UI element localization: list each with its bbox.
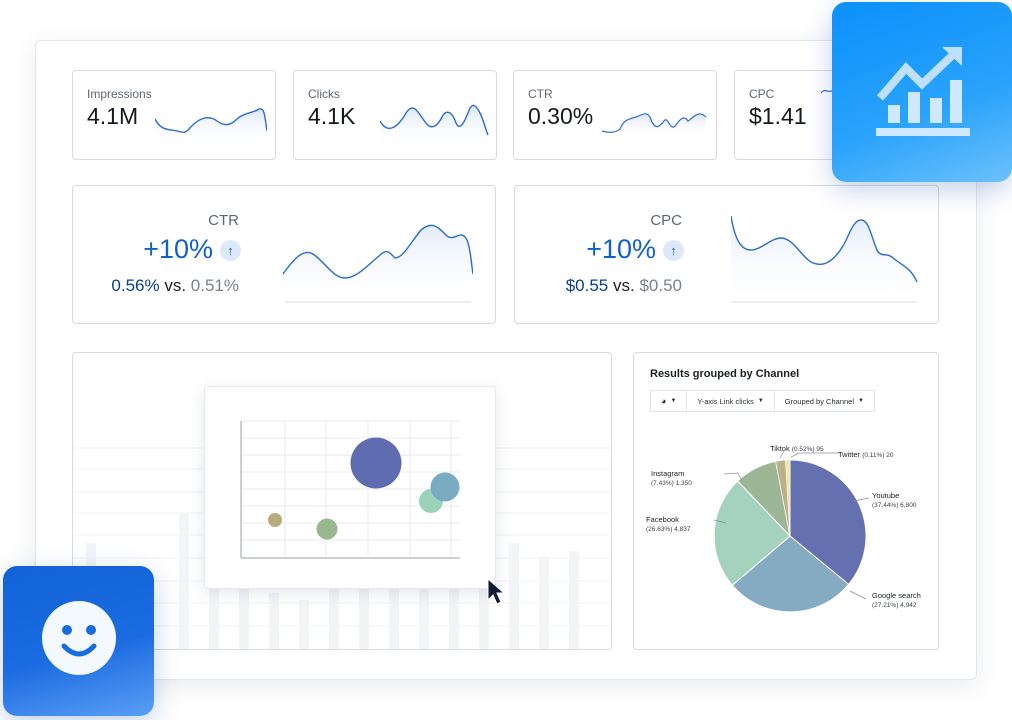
growth-chart-icon — [876, 47, 970, 136]
comparison-card-cpc[interactable]: CPC +10% ↑ $0.55 vs. $0.50 — [514, 185, 939, 324]
slice-name: Instagram — [651, 469, 685, 478]
kpi-label: CPC — [749, 87, 775, 101]
bubble-chart — [240, 420, 460, 559]
kpi-card-impressions[interactable]: Impressions 4.1M — [72, 70, 276, 160]
kpi-value: $1.41 — [749, 103, 807, 129]
change-percent: +10% — [586, 234, 656, 264]
kpi-label: CTR — [528, 87, 553, 101]
pie-label-facebook: Facebook (26.63%) 4,837 — [646, 515, 690, 535]
slice-detail: (27.21%) 4,942 — [872, 602, 917, 609]
metric-label: CTR — [208, 212, 239, 229]
slice-name: Youtube — [872, 491, 900, 500]
slice-name: Facebook — [646, 515, 679, 524]
group-by-label: Grouped by Channel — [784, 396, 854, 406]
pie-label-youtube: Youtube (37.44%) 6,800 — [872, 491, 916, 511]
sparkline — [602, 113, 707, 137]
previous-value: 0.51% — [190, 276, 239, 295]
slice-detail: (37.44%) 6,800 — [872, 502, 917, 509]
comparison-card-ctr[interactable]: CTR +10% ↑ 0.56% vs. 0.51% — [72, 185, 496, 324]
panel-title: Results grouped by Channel — [650, 368, 800, 380]
pie-chart-panel: Results grouped by Channel ◕ ▼ Y-axis Lin… — [633, 352, 939, 650]
kpi-value: 0.30% — [528, 103, 594, 129]
change-percent: +10% — [143, 234, 213, 264]
y-axis-dropdown[interactable]: Y-axis Link clicks ▼ — [687, 391, 775, 411]
kpi-card-clicks[interactable]: Clicks 4.1K — [293, 70, 497, 160]
kpi-label: Impressions — [87, 87, 152, 101]
pie-label-tiktok: Tiktok (0.52%) 95 — [770, 444, 824, 455]
pie-label-google-search: Google search (27.21%) 4,942 — [872, 591, 921, 611]
comparison-values: 0.56% vs. 0.51% — [111, 276, 239, 296]
comparison-values: $0.55 vs. $0.50 — [566, 276, 682, 296]
trend-line-chart — [283, 224, 473, 306]
pie-chart[interactable] — [634, 353, 940, 651]
growth-badge — [832, 2, 1012, 182]
slice-detail: (0.11%) 20 — [862, 452, 894, 459]
pie-chart-icon: ◕ — [661, 396, 667, 406]
current-value: 0.56% — [111, 276, 160, 295]
caret-down-icon: ▼ — [858, 398, 864, 404]
vs-label: vs. — [164, 276, 187, 295]
kpi-label: Clicks — [308, 87, 340, 101]
sparkline — [155, 108, 267, 145]
kpi-value: 4.1K — [308, 103, 356, 129]
caret-down-icon: ▼ — [670, 398, 677, 404]
caret-down-icon: ▼ — [757, 398, 764, 404]
mouse-cursor-icon — [487, 578, 506, 605]
slice-name: Twitter — [838, 450, 861, 459]
arrow-up-icon: ↑ — [663, 240, 684, 261]
slice-detail: (26.63%) 4,837 — [646, 526, 691, 533]
kpi-card-ctr[interactable]: CTR 0.30% — [513, 70, 717, 160]
slice-detail: (7.43%) 1,350 — [651, 480, 692, 487]
previous-value: $0.50 — [639, 276, 682, 295]
arrow-up-icon: ↑ — [220, 240, 241, 261]
smiley-badge — [3, 566, 154, 716]
bubble-chart-popup[interactable] — [204, 386, 496, 589]
slice-name: Google search — [872, 591, 921, 600]
y-axis-value: Link clicks — [719, 396, 754, 406]
slice-detail: (0.52%) 95 — [791, 446, 824, 453]
group-by-dropdown[interactable]: Grouped by Channel ▼ — [775, 391, 874, 411]
slice-name: Tiktok — [770, 444, 790, 453]
pie-label-instagram: Instagram (7.43%) 1,350 — [651, 469, 692, 489]
smiley-icon — [42, 601, 116, 675]
metric-label: CPC — [650, 212, 682, 229]
current-value: $0.55 — [565, 276, 609, 295]
chart-type-dropdown[interactable]: ◕ ▼ — [651, 391, 688, 411]
pie-label-twitter: Twitter (0.11%) 20 — [838, 450, 894, 461]
chart-toolbar: ◕ ▼ Y-axis Link clicks ▼ Grouped by Chann… — [650, 390, 875, 412]
kpi-value: 4.1M — [87, 103, 139, 129]
sparkline — [380, 104, 489, 149]
trend-line-chart — [731, 216, 918, 306]
y-axis-label: Y-axis — [697, 396, 718, 406]
vs-label: vs. — [612, 276, 635, 295]
